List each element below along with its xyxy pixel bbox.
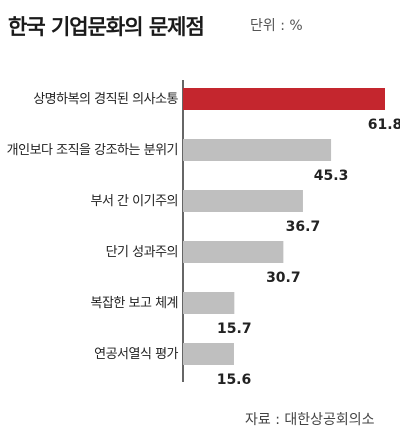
source-label: 자료 : 대한상공회의소 (245, 412, 375, 428)
unit-label: 단위 : % (250, 18, 303, 34)
value-label: 15.6 (217, 372, 252, 388)
category-label: 개인보다 조직을 강조하는 분위기 (7, 143, 178, 158)
value-label: 61.8 (368, 117, 400, 133)
bar (183, 88, 385, 110)
bar (183, 343, 234, 365)
chart-title: 한국 기업문화의 문제점 (8, 15, 204, 39)
bar (183, 190, 303, 212)
category-label: 단기 성과주의 (106, 245, 178, 260)
bars-group: 상명하복의 경직된 의사소통 61.8 개인보다 조직을 강조하는 분위기 45.3 부… (7, 88, 400, 388)
category-label: 복잡한 보고 체계 (91, 296, 179, 311)
bar (183, 292, 235, 314)
category-label: 연공서열식 평가 (94, 347, 178, 362)
value-label: 30.7 (266, 270, 301, 286)
category-label: 상명하복의 경직된 의사소통 (33, 92, 178, 107)
value-label: 36.7 (286, 219, 321, 235)
bar (183, 241, 284, 263)
value-label: 15.7 (217, 321, 252, 337)
bar (183, 139, 332, 161)
value-label: 45.3 (314, 168, 349, 184)
category-label: 부서 간 이기주의 (91, 194, 179, 209)
